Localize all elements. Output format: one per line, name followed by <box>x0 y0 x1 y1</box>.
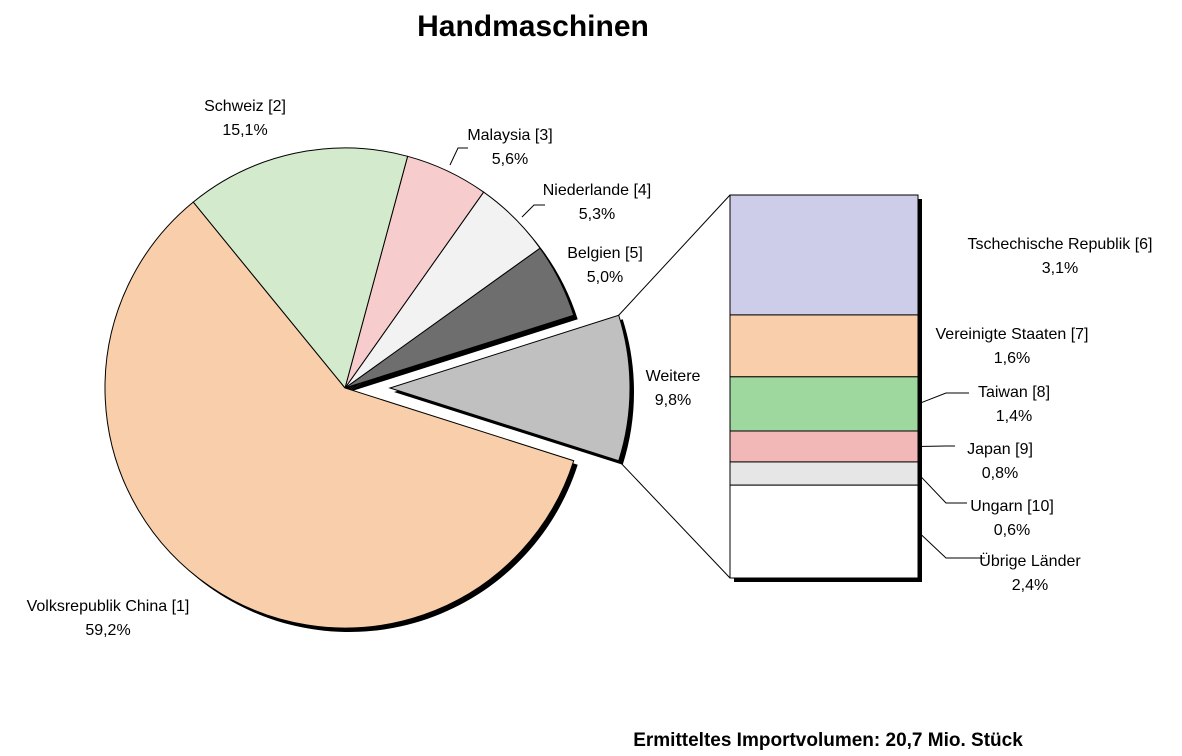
leader-line <box>917 531 985 559</box>
bar-label: Übrige Länder <box>979 552 1081 570</box>
bar-segment <box>729 194 919 316</box>
connector <box>618 194 731 316</box>
bar-segment <box>729 430 919 463</box>
bar-value-label: 1,4% <box>996 408 1032 425</box>
bar-label: Tschechische Republik [6] <box>968 236 1153 253</box>
leader-line <box>917 392 969 405</box>
footnote: Ermitteltes Importvolumen: 20,7 Mio. Stü… <box>633 730 1023 751</box>
bar-value-label: 0,8% <box>982 465 1018 482</box>
slice-value-label: 5,3% <box>579 206 615 223</box>
slice-value-label: 5,6% <box>492 151 528 168</box>
slice-label: Niederlande [4] <box>543 182 652 199</box>
bar-segment <box>729 314 919 378</box>
pie-slice <box>192 147 409 390</box>
chart-title: Handmaschinen <box>417 10 649 43</box>
leader-line <box>449 147 468 166</box>
bar-value-label: 1,6% <box>994 350 1030 367</box>
bar-segment <box>729 461 919 486</box>
slice-label: Malaysia [3] <box>467 127 552 144</box>
slice-label: Belgien [5] <box>567 245 643 262</box>
bar-segment <box>729 484 919 579</box>
slice-label: Weitere <box>646 368 701 385</box>
slice-value-label: 9,8% <box>655 392 691 409</box>
bar-value-label: 0,6% <box>994 522 1030 539</box>
bar-label: Ungarn [10] <box>970 498 1054 515</box>
bar-segment <box>729 376 919 432</box>
slice-label: Volksrepublik China [1] <box>27 598 190 615</box>
leader-line <box>521 204 545 218</box>
slice-value-label: 59,2% <box>85 622 130 639</box>
slice-label: Schweiz [2] <box>204 98 286 115</box>
slice-value-label: 5,0% <box>587 269 623 286</box>
bar-label: Japan [9] <box>967 441 1033 458</box>
connector <box>618 460 731 579</box>
pie-slice <box>388 314 631 462</box>
slice-value-label: 15,1% <box>222 122 267 139</box>
bar-label: Vereinigte Staaten [7] <box>936 326 1089 343</box>
pie-slice <box>104 201 575 629</box>
leader-line <box>917 473 967 504</box>
bar-value-label: 3,1% <box>1042 260 1078 277</box>
bar-label: Taiwan [8] <box>978 384 1050 401</box>
bar-value-label: 2,4% <box>1012 577 1048 594</box>
